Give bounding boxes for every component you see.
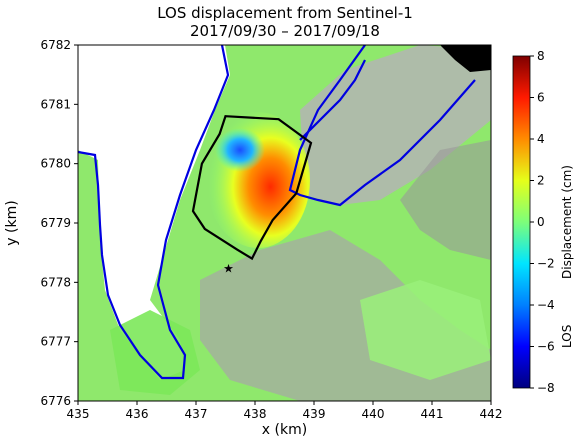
x-tick-label: 440 [362,407,385,421]
colorbar-tick-label: −2 [537,257,555,271]
deformation-field [206,112,310,248]
chart-subtitle: 2017/09/30 – 2017/09/18 [190,22,380,40]
x-tick-label: 439 [303,407,326,421]
star-marker: ★ [223,262,234,276]
y-tick-label: 6776 [40,394,71,408]
glacier-boundary-west [78,45,230,380]
y-tick-label: 6778 [40,275,71,289]
landslide-outline [191,115,313,261]
glacier-boundaries [78,45,476,380]
black-region [440,45,491,72]
x-axis-label: x (km) [262,422,307,438]
y-axis-label: y (km) [4,200,20,245]
colorbar-tick-label: 2 [537,174,545,188]
grey-terrain-east [400,140,491,260]
colorbar [512,55,531,389]
x-tick-label: 437 [185,407,208,421]
y-tick-label: 6781 [40,97,71,111]
colorbar-tick-label: 8 [537,49,545,63]
plot-area [78,45,491,401]
y-tick-label: 6782 [40,38,71,52]
chart-title: LOS displacement from Sentinel-1 [157,4,413,22]
y-tick-label: 6777 [40,335,71,349]
colorbar-tick-label: 0 [537,215,545,229]
green-patch [110,310,200,395]
green-patch-2 [360,280,491,380]
glacier-boundary-east [288,45,476,207]
colorbar-tick-label: −4 [537,298,555,312]
x-tick-label: 441 [421,407,444,421]
colorbar-label-displacement: Displacement (cm) [560,165,574,279]
glacier-boundary-upper [299,59,366,141]
no-data-region-west [78,45,230,380]
y-tick-label: 6779 [40,216,71,230]
colorbar-tick-label: 4 [537,132,545,146]
colorbar-label-los: LOS [560,325,574,348]
colorbar-tick-label: 6 [537,91,545,105]
x-tick-label: 436 [126,407,149,421]
x-tick-label: 435 [67,407,90,421]
grey-terrain [300,45,491,205]
y-tick-label: 6780 [40,157,71,171]
colorbar-tick-label: −8 [537,381,555,395]
dynamic-layer: ★ 435 436 437 438 439 440 441 442 6776 6777 6778 677… [40,38,502,421]
x-tick-label: 438 [244,407,267,421]
colorbar-ticks: −8 −6 −4 −2 0 2 4 6 8 [530,49,555,395]
negative-displacement [215,128,265,172]
x-tick-label: 442 [480,407,503,421]
colorbar-tick-label: −6 [537,340,555,354]
